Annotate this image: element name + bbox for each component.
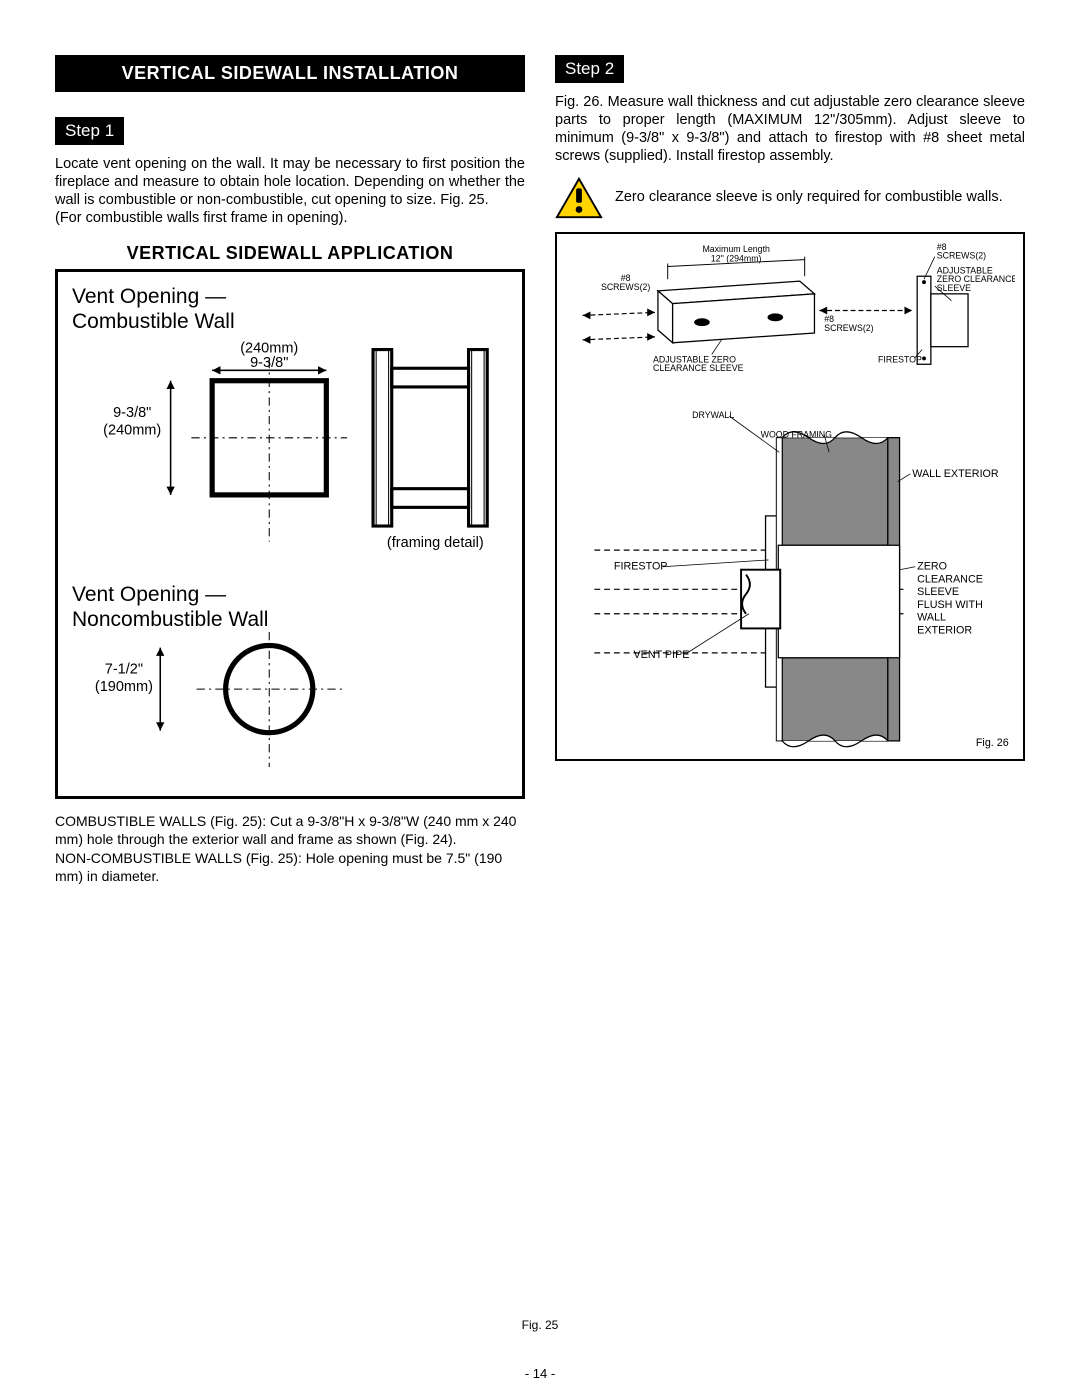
figure-25-caption: Fig. 25 xyxy=(0,1318,1080,1332)
figure-25-combustible-svg: (240mm) 9-3/8" 9-3/8" (240mm) xyxy=(72,334,508,573)
svg-text:DRYWALL: DRYWALL xyxy=(692,410,734,420)
svg-text:SCREWS(2): SCREWS(2) xyxy=(601,281,650,291)
svg-text:SLEEVE: SLEEVE xyxy=(917,586,959,598)
svg-text:7-1/2": 7-1/2" xyxy=(105,662,143,678)
step-1-text-2: (For combustible walls first frame in op… xyxy=(55,209,525,227)
combustible-heading: Vent Opening — Combustible Wall xyxy=(72,284,508,334)
warning-text: Zero clearance sleeve is only required f… xyxy=(615,188,1003,206)
svg-text:WALL: WALL xyxy=(917,611,946,623)
warning-row: Zero clearance sleeve is only required f… xyxy=(555,176,1025,220)
svg-text:12" (294mm): 12" (294mm) xyxy=(711,253,762,263)
section-title: VERTICAL SIDEWALL INSTALLATION xyxy=(55,55,525,92)
svg-text:FIRESTOP: FIRESTOP xyxy=(614,560,668,572)
svg-text:SCREWS(2): SCREWS(2) xyxy=(824,323,873,333)
step-1-label: Step 1 xyxy=(55,117,124,145)
svg-text:FLUSH WITH: FLUSH WITH xyxy=(917,598,983,610)
figure-26-box: Maximum Length 12" (294mm) #8 SCREWS(2) … xyxy=(555,232,1025,762)
noncombustible-note: NON-COMBUSTIBLE WALLS (Fig. 25): Hole op… xyxy=(55,850,525,885)
combustible-note: COMBUSTIBLE WALLS (Fig. 25): Cut a 9-3/8… xyxy=(55,813,525,848)
svg-text:(framing detail): (framing detail) xyxy=(387,535,484,551)
svg-text:EXTERIOR: EXTERIOR xyxy=(917,624,972,636)
figure-25-noncombustible-svg: 7-1/2" (190mm) xyxy=(72,632,508,777)
step-2-label: Step 2 xyxy=(555,55,624,83)
svg-text:Maximum Length: Maximum Length xyxy=(702,243,770,253)
svg-text:Fig. 26: Fig. 26 xyxy=(976,736,1009,748)
step-1-text: Locate vent opening on the wall. It may … xyxy=(55,155,525,209)
svg-text:VENT PIPE: VENT PIPE xyxy=(633,648,689,660)
step-2-text: Fig. 26. Measure wall thickness and cut … xyxy=(555,93,1025,166)
svg-text:CLEARANCE SLEEVE: CLEARANCE SLEEVE xyxy=(653,363,744,373)
svg-text:SLEEVE: SLEEVE xyxy=(937,282,971,292)
application-title: VERTICAL SIDEWALL APPLICATION xyxy=(55,243,525,264)
svg-text:(190mm): (190mm) xyxy=(95,679,153,695)
noncombustible-heading: Vent Opening — Noncombustible Wall xyxy=(72,582,508,632)
svg-text:9-3/8": 9-3/8" xyxy=(113,405,151,421)
svg-text:ZERO: ZERO xyxy=(917,560,947,572)
svg-text:CLEARANCE: CLEARANCE xyxy=(917,573,983,585)
svg-text:WALL EXTERIOR: WALL EXTERIOR xyxy=(912,467,999,479)
warning-icon xyxy=(555,176,603,220)
svg-text:WOOD FRAMING: WOOD FRAMING xyxy=(761,429,833,439)
svg-text:(240mm): (240mm) xyxy=(103,423,161,439)
svg-text:SCREWS(2): SCREWS(2) xyxy=(937,250,986,260)
figure-26-svg: Maximum Length 12" (294mm) #8 SCREWS(2) … xyxy=(565,242,1015,751)
page-number: - 14 - xyxy=(0,1366,1080,1381)
svg-text:FIRESTOP: FIRESTOP xyxy=(878,354,922,364)
figure-25-box: Vent Opening — Combustible Wall (240mm) … xyxy=(55,269,525,800)
